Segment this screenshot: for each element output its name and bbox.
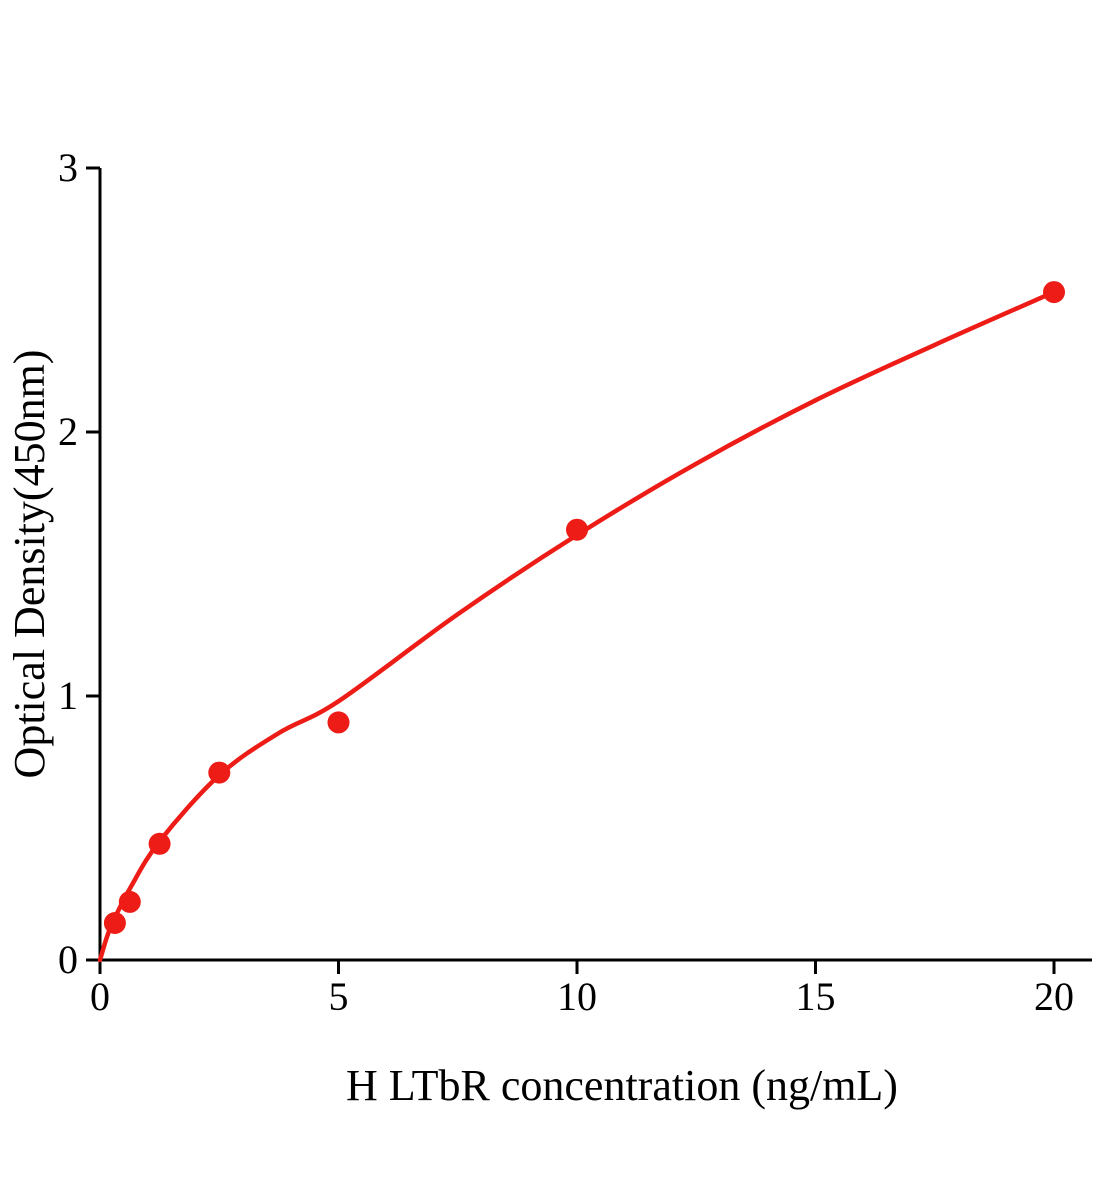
y-axis-label: Optical Density(450nm) (5, 350, 54, 779)
data-point (566, 518, 588, 541)
y-tick-label: 3 (58, 145, 78, 190)
axes (98, 168, 1092, 962)
data-point (208, 761, 231, 784)
data-point (148, 832, 171, 855)
y-tick-label: 0 (58, 937, 78, 982)
data-point (118, 890, 141, 913)
series (97, 281, 1065, 963)
y-tick-label: 1 (58, 673, 78, 718)
data-point (327, 711, 350, 734)
fit-curve (97, 289, 1057, 963)
data-point (103, 912, 126, 934)
y-tick-label: 2 (58, 409, 78, 454)
ticks: 0 5 10 15 20 0 1 2 3 (58, 145, 1074, 1019)
x-tick-label: 5 (329, 974, 349, 1019)
x-axis-label: H LTbR concentration (ng/mL) (346, 1061, 898, 1110)
data-point (1043, 281, 1065, 304)
x-tick-label: 20 (1034, 974, 1074, 1019)
x-tick-label: 10 (557, 974, 597, 1019)
x-tick-label: 0 (90, 974, 110, 1019)
x-tick-label: 15 (796, 974, 836, 1019)
